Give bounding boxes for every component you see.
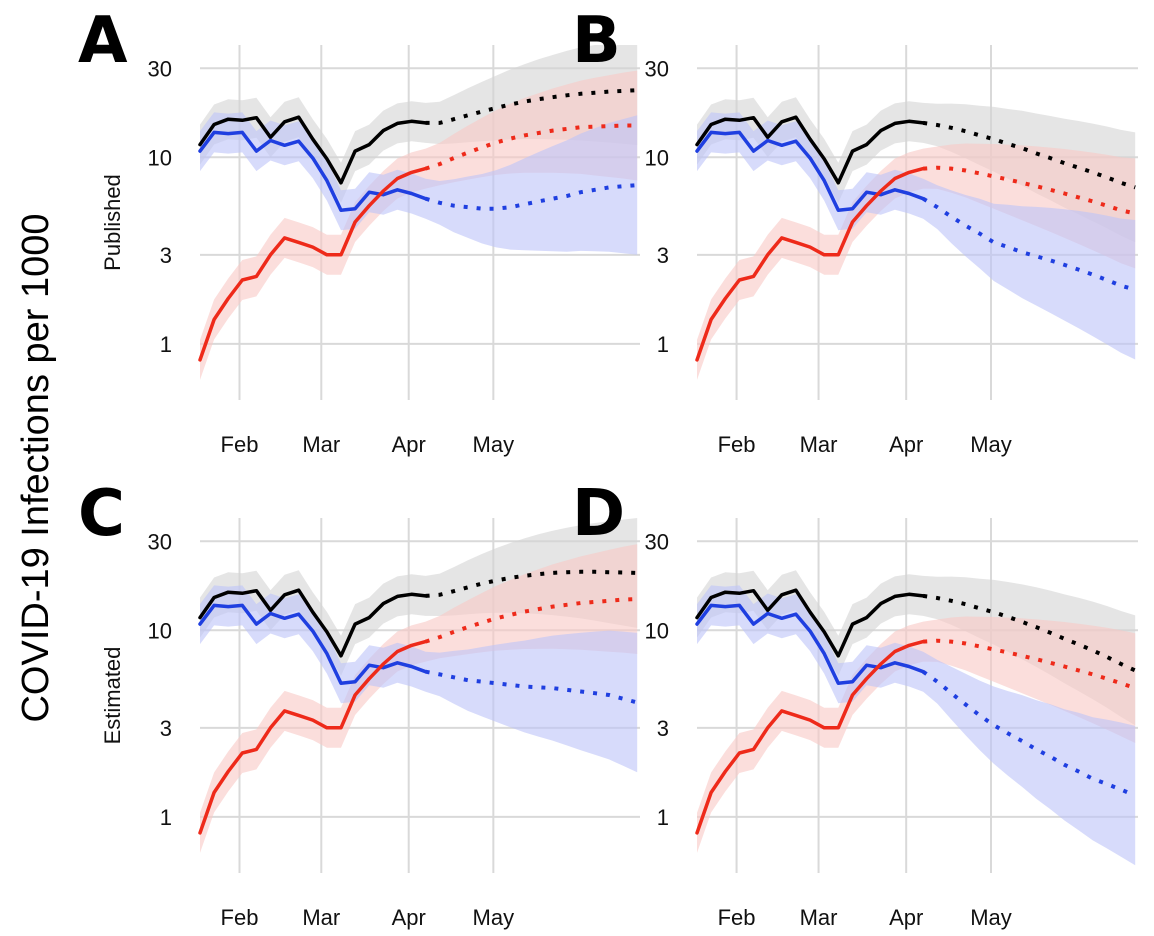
blue-uncertainty-band	[200, 112, 638, 255]
x-tick-label: Apr	[392, 905, 426, 930]
blue-series-line	[198, 603, 428, 686]
x-tick-label: Apr	[889, 905, 923, 930]
x-tick-label: Feb	[221, 905, 259, 930]
x-tick-label: Mar	[800, 905, 838, 930]
panel-letter: A	[78, 4, 128, 78]
red-uncertainty-band	[697, 143, 1136, 380]
y-tick-label: 10	[645, 145, 669, 170]
black-series-line	[695, 115, 925, 185]
y-tick-label: 3	[160, 716, 172, 741]
y-tick-label: 1	[657, 805, 669, 830]
y-tick-label: 30	[645, 529, 669, 554]
y-tick-label: 1	[160, 332, 172, 357]
y-tick-label: 30	[645, 56, 669, 81]
panel-letter: D	[572, 477, 625, 551]
x-tick-label: May	[970, 432, 1012, 457]
panel-b: 1 3 10 30 Feb Mar Apr May B	[572, 4, 1138, 457]
black-projection-line	[922, 120, 1136, 190]
row-label: Published	[100, 174, 125, 271]
red-uncertainty-band	[200, 544, 638, 853]
red-projection-line	[923, 638, 1136, 690]
panel-letter: B	[572, 4, 621, 78]
blue-series-line	[198, 130, 428, 213]
y-tick-label: 10	[645, 618, 669, 643]
x-tick-label: Feb	[221, 432, 259, 457]
panels-container: 1 3 10 30 Feb Mar Apr May A Published 1 3 10 30 Feb Mar…	[78, 4, 1138, 930]
x-tick-label: Apr	[889, 432, 923, 457]
red-series-line	[198, 166, 428, 362]
y-tick-label: 1	[657, 332, 669, 357]
blue-uncertainty-band	[697, 585, 1136, 866]
blue-series-line	[695, 130, 925, 213]
red-uncertainty-band	[697, 616, 1136, 853]
y-tick-label: 3	[657, 716, 669, 741]
x-tick-label: Mar	[302, 905, 340, 930]
x-tick-label: May	[473, 432, 515, 457]
black-series-line	[198, 588, 428, 658]
red-projection-line	[923, 165, 1136, 216]
y-tick-label: 30	[148, 529, 172, 554]
black-series-line	[198, 115, 428, 185]
black-series-line	[695, 588, 925, 658]
y-tick-label: 3	[657, 243, 669, 268]
panel-letter: C	[78, 477, 125, 551]
panel-a: 1 3 10 30 Feb Mar Apr May A Published	[78, 4, 640, 457]
panel-c: 1 3 10 30 Feb Mar Apr May C Estimated	[78, 477, 640, 930]
figure-ylabel: COVID-19 Infections per 1000	[15, 213, 57, 722]
blue-projection-line	[425, 183, 638, 211]
red-uncertainty-band	[200, 70, 638, 380]
black-uncertainty-band	[200, 518, 638, 676]
x-tick-label: Feb	[718, 905, 756, 930]
y-tick-label: 10	[148, 618, 172, 643]
x-tick-label: Feb	[718, 432, 756, 457]
red-series-line	[198, 639, 428, 835]
black-uncertainty-band	[200, 45, 638, 203]
y-tick-label: 30	[148, 56, 172, 81]
blue-uncertainty-band	[697, 112, 1136, 360]
x-tick-label: May	[473, 905, 515, 930]
red-series-line	[695, 166, 925, 362]
x-tick-label: Mar	[302, 432, 340, 457]
y-tick-label: 10	[148, 145, 172, 170]
blue-projection-line	[425, 669, 638, 705]
x-tick-label: Apr	[392, 432, 426, 457]
x-tick-label: Mar	[800, 432, 838, 457]
x-tick-label: May	[970, 905, 1012, 930]
blue-projection-line	[922, 670, 1136, 798]
red-series-line	[695, 639, 925, 835]
blue-uncertainty-band	[200, 585, 638, 773]
red-projection-line	[424, 123, 638, 171]
blue-projection-line	[922, 196, 1136, 292]
row-label: Estimated	[100, 647, 125, 745]
y-tick-label: 3	[160, 243, 172, 268]
y-tick-label: 1	[160, 805, 172, 830]
panel-d: 1 3 10 30 Feb Mar Apr May D	[572, 477, 1138, 930]
blue-series-line	[695, 603, 925, 686]
